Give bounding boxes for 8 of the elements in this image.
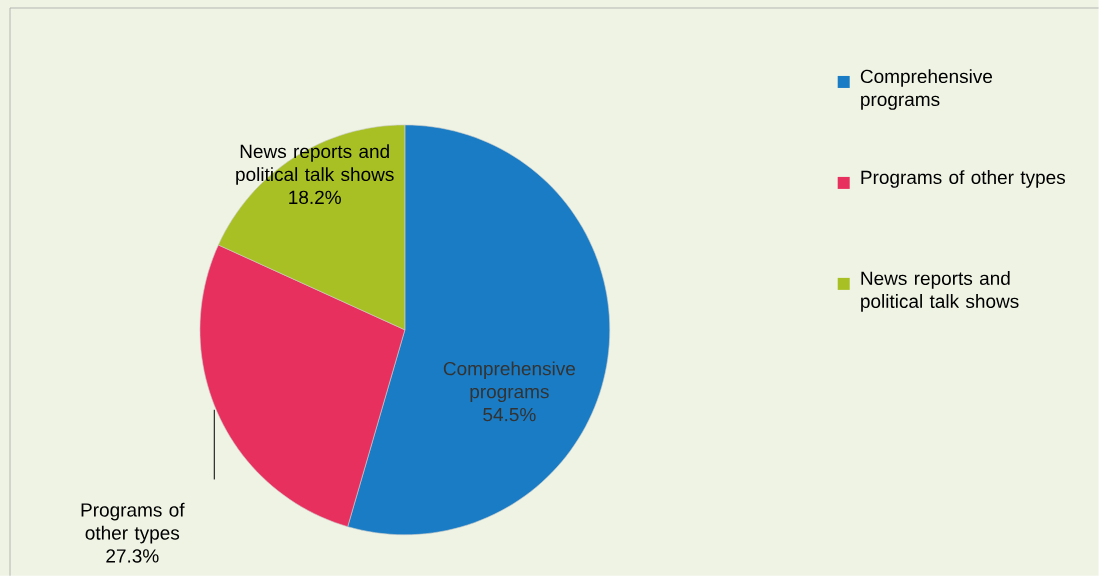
- legend-label: Programs of other types: [861, 170, 1066, 188]
- legend-label: Comprehensive programs: [860, 69, 993, 110]
- slice-label: Comprehensive programs: [443, 361, 576, 402]
- data-label: 18.2%: [289, 190, 341, 205]
- slice-label: Programs of other types: [81, 502, 185, 544]
- legend-label: News reports and political talk shows: [861, 271, 1019, 312]
- data-label: 27.3%: [106, 549, 159, 563]
- data-label: 54.5%: [483, 407, 536, 422]
